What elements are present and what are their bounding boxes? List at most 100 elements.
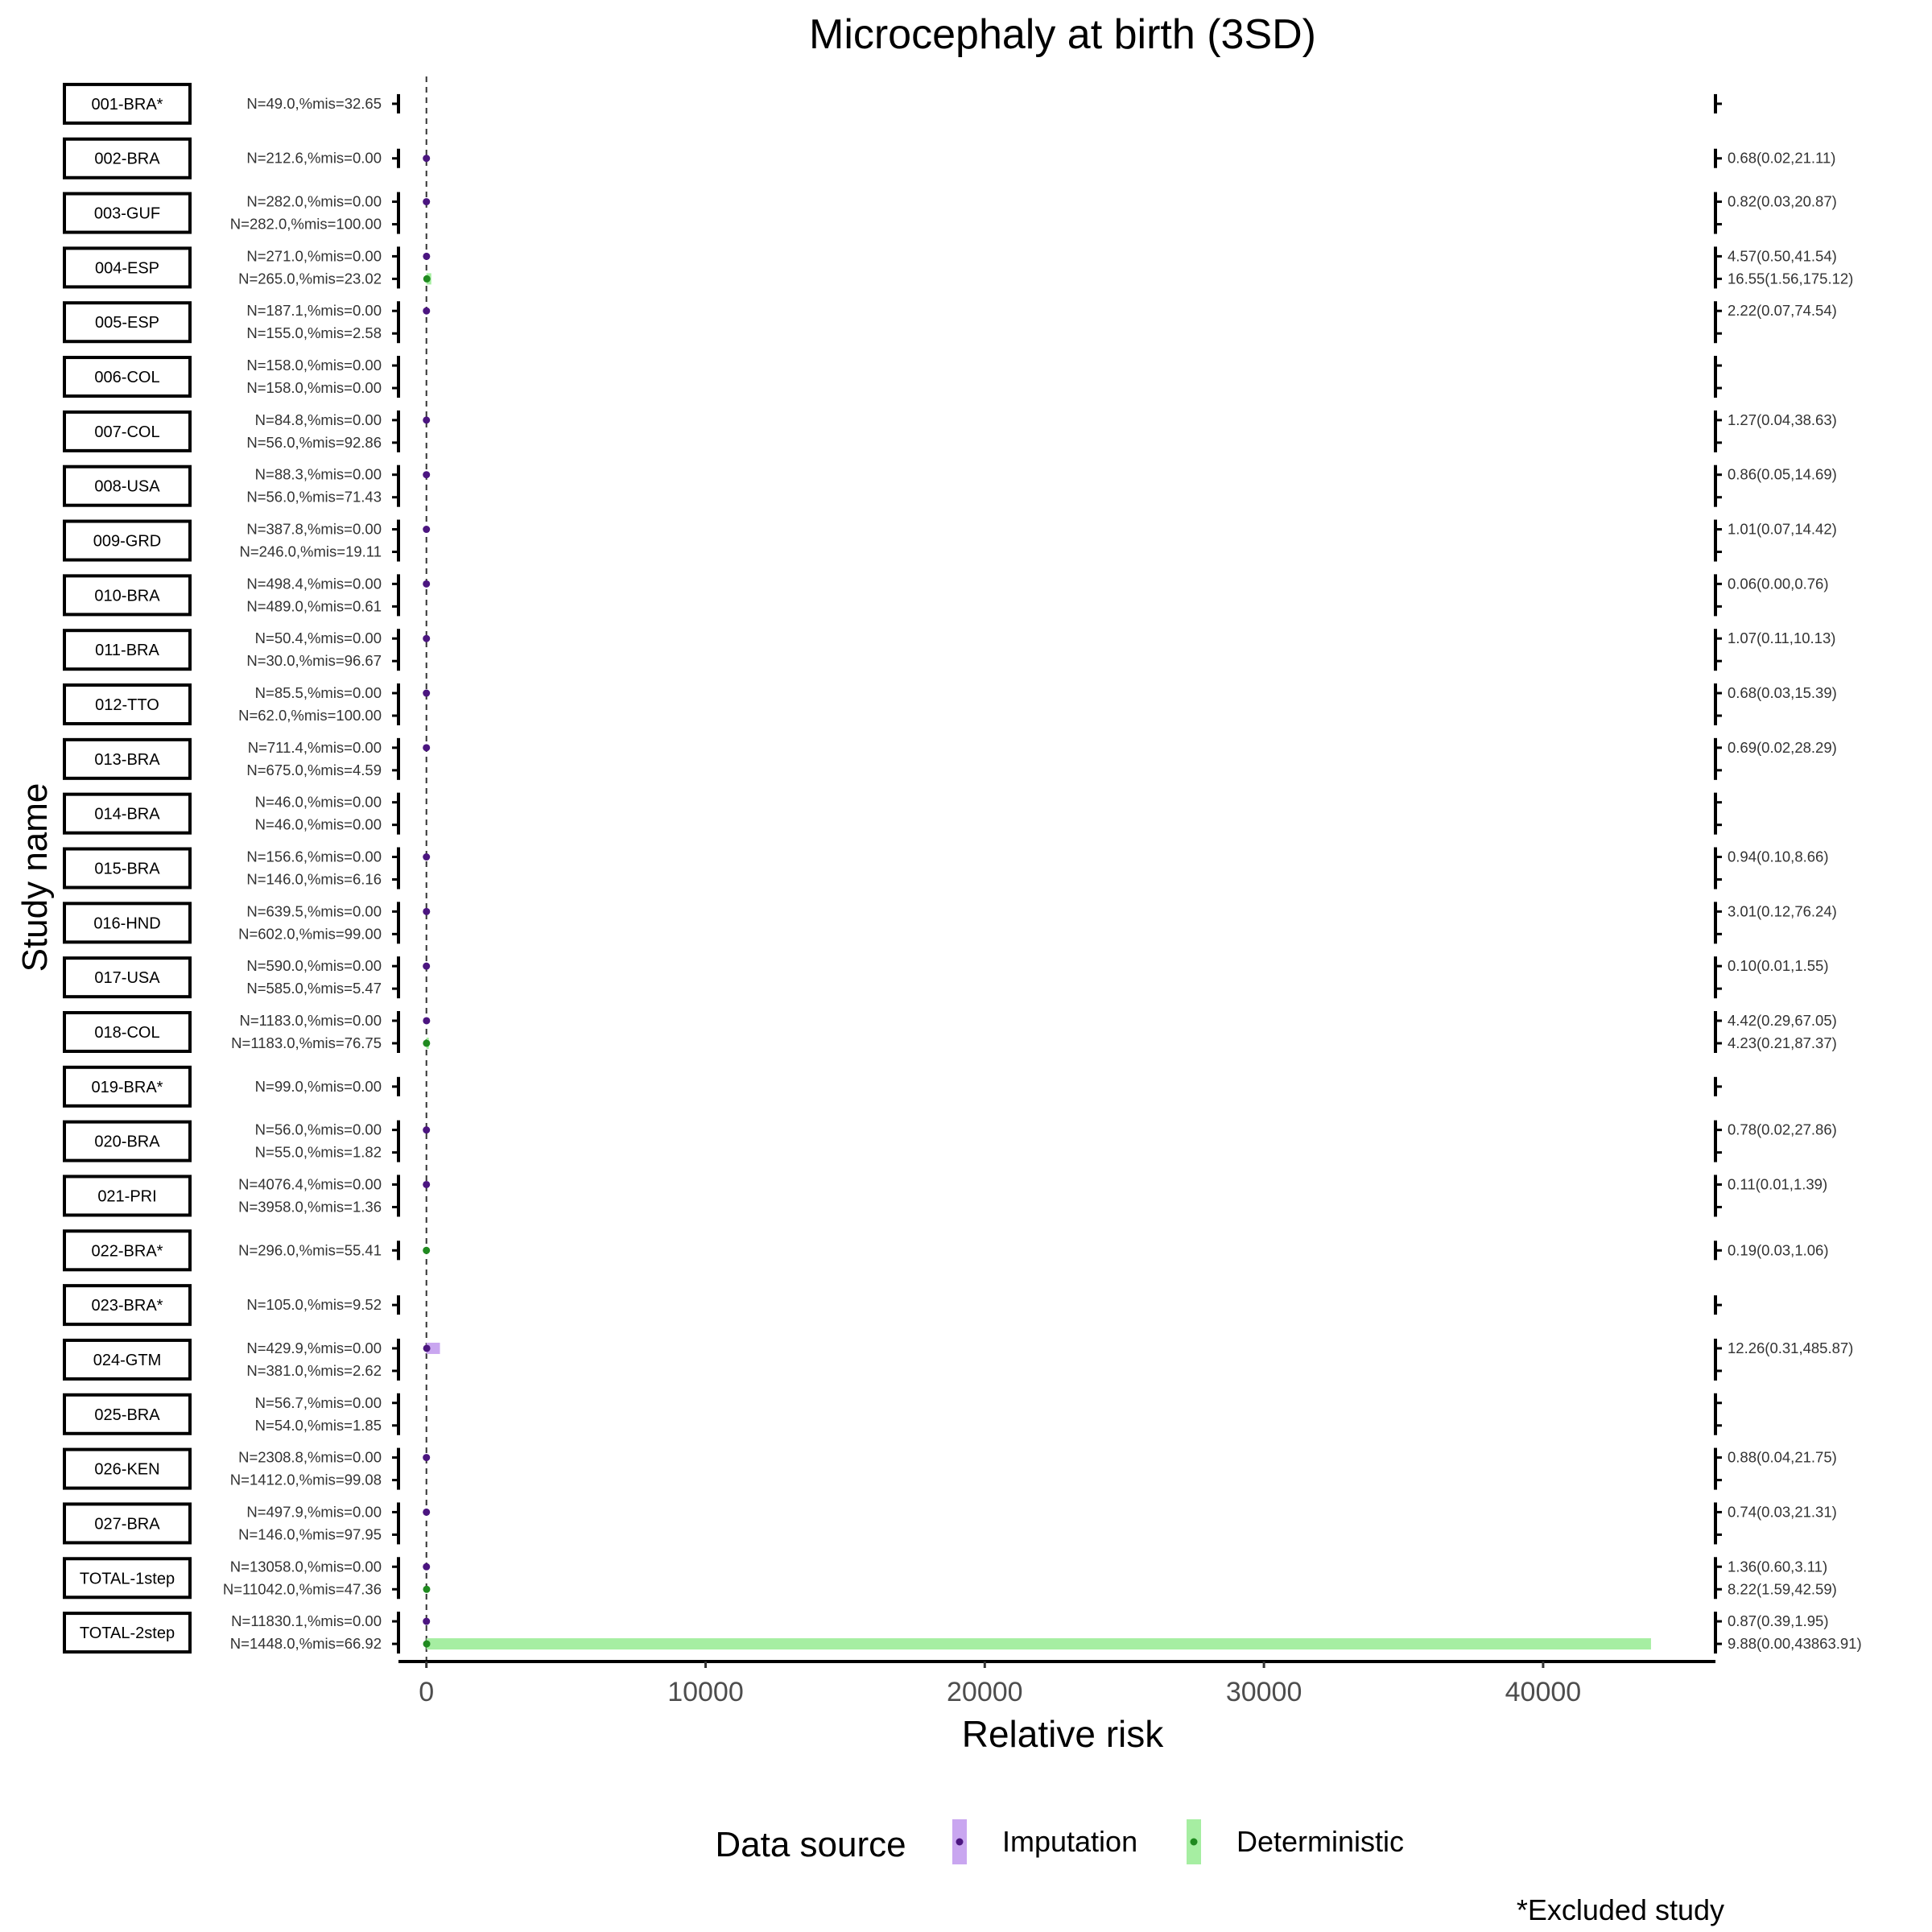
estimate-point (423, 1563, 431, 1571)
estimate-point (423, 1617, 431, 1625)
row-sample-label: N=13058.0,%mis=0.00 (230, 1558, 382, 1575)
study-name-box (63, 246, 192, 289)
estimate-point (423, 155, 431, 163)
study-name-box (63, 1447, 192, 1490)
study-name-label: 027-BRA (94, 1515, 160, 1533)
study-name-label: 015-BRA (94, 861, 160, 878)
row-sample-label: N=282.0,%mis=100.00 (230, 216, 382, 233)
estimate-point (423, 744, 431, 752)
legend-key-point (956, 1838, 964, 1846)
study-name-box (63, 1229, 192, 1272)
estimate-point (423, 275, 431, 283)
study-name-label: 003-GUF (94, 205, 160, 223)
row-sample-label: N=84.8,%mis=0.00 (255, 411, 382, 428)
study-name-box (63, 356, 192, 398)
footnote: *Excluded study (1517, 1893, 1724, 1926)
study-name-label: TOTAL-2step (80, 1624, 175, 1642)
study-name-box (63, 1120, 192, 1162)
study-name-label: 011-BRA (95, 642, 159, 659)
row-sample-label: N=88.3,%mis=0.00 (255, 466, 382, 483)
row-sample-label: N=56.0,%mis=0.00 (255, 1121, 382, 1138)
study-name-box (63, 410, 192, 452)
row-ci-label: 0.82(0.03,20.87) (1728, 193, 1837, 210)
ci-bar (426, 1638, 1651, 1650)
study-name-box (63, 82, 192, 125)
study-name-box (63, 1557, 192, 1600)
row-sample-label: N=387.8,%mis=0.00 (246, 521, 382, 538)
row-sample-label: N=1448.0,%mis=66.92 (230, 1635, 382, 1652)
row-ci-label: 0.78(0.02,27.86) (1728, 1121, 1837, 1138)
study-name-label: 023-BRA* (92, 1297, 163, 1315)
x-tick-label: 30000 (1226, 1677, 1302, 1707)
row-ci-label: 0.68(0.02,21.11) (1728, 150, 1835, 167)
study-name-box (63, 519, 192, 562)
study-name-label: 016-HND (93, 914, 160, 932)
estimate-point (423, 1039, 431, 1047)
row-ci-label: 16.55(1.56,175.12) (1728, 270, 1853, 287)
row-sample-label: N=1412.0,%mis=99.08 (230, 1472, 382, 1488)
row-ci-label: 2.22(0.07,74.54) (1728, 302, 1837, 319)
study-name-label: 024-GTM (93, 1352, 161, 1369)
study-name-box (63, 1174, 192, 1217)
estimate-point (423, 1126, 431, 1134)
row-sample-label: N=146.0,%mis=97.95 (238, 1525, 382, 1542)
estimate-point (423, 416, 431, 424)
estimate-point (423, 1454, 431, 1462)
row-sample-label: N=56.7,%mis=0.00 (255, 1394, 382, 1411)
row-sample-label: N=158.0,%mis=0.00 (246, 357, 382, 374)
row-ci-label: 8.22(1.59,42.59) (1728, 1580, 1837, 1597)
x-tick-label: 10000 (667, 1677, 744, 1707)
row-sample-label: N=158.0,%mis=0.00 (246, 379, 382, 396)
row-sample-label: N=602.0,%mis=99.00 (238, 925, 382, 942)
estimate-point (423, 307, 431, 315)
study-name-box (63, 956, 192, 999)
study-name-label: 004-ESP (95, 259, 159, 277)
x-tick-label: 0 (419, 1677, 434, 1707)
row-ci-label: 0.87(0.39,1.95) (1728, 1612, 1828, 1629)
study-name-box (63, 683, 192, 726)
study-name-box (63, 1065, 192, 1108)
study-name-label: 019-BRA* (92, 1079, 163, 1096)
study-name-box (63, 1010, 192, 1053)
study-name-box (63, 1612, 192, 1654)
row-sample-label: N=1183.0,%mis=76.75 (231, 1034, 382, 1051)
legend-key-point (1190, 1838, 1198, 1846)
row-sample-label: N=711.4,%mis=0.00 (248, 739, 382, 756)
row-sample-label: N=146.0,%mis=6.16 (246, 871, 382, 888)
study-name-box (63, 1393, 192, 1435)
row-sample-label: N=62.0,%mis=100.00 (238, 707, 382, 724)
study-name-label: 018-COL (94, 1024, 159, 1042)
study-name-label: 005-ESP (95, 314, 159, 332)
chart-title: Microcephaly at birth (3SD) (809, 11, 1316, 58)
row-sample-label: N=246.0,%mis=19.11 (239, 543, 382, 560)
row-sample-label: N=85.5,%mis=0.00 (255, 684, 382, 701)
row-sample-label: N=11042.0,%mis=47.36 (223, 1580, 382, 1597)
estimate-point (423, 1344, 431, 1352)
study-name-box (63, 192, 192, 234)
row-sample-label: N=265.0,%mis=23.02 (238, 270, 382, 287)
study-name-label: 017-USA (94, 969, 160, 987)
row-sample-label: N=296.0,%mis=55.41 (238, 1241, 382, 1258)
study-name-label: 013-BRA (94, 751, 160, 769)
row-ci-label: 4.23(0.21,87.37) (1728, 1034, 1837, 1051)
row-sample-label: N=1183.0,%mis=0.00 (239, 1012, 382, 1029)
study-name-label: 006-COL (94, 369, 159, 386)
row-sample-label: N=489.0,%mis=0.61 (246, 597, 382, 614)
study-name-box (63, 902, 192, 944)
estimate-point (423, 252, 431, 260)
x-axis-label: Relative risk (962, 1713, 1165, 1755)
estimate-point (423, 962, 431, 970)
estimate-point (423, 1640, 431, 1648)
study-name-box (63, 1338, 192, 1381)
row-ci-label: 0.19(0.03,1.06) (1728, 1241, 1828, 1258)
study-name-label: 026-KEN (94, 1461, 159, 1479)
row-ci-label: 12.26(0.31,485.87) (1728, 1340, 1853, 1356)
row-sample-label: N=55.0,%mis=1.82 (255, 1144, 382, 1161)
study-name-label: 009-GRD (93, 533, 161, 551)
row-sample-label: N=3958.0,%mis=1.36 (238, 1198, 382, 1215)
estimate-point (423, 1180, 431, 1188)
row-sample-label: N=11830.1,%mis=0.00 (231, 1612, 382, 1629)
row-ci-label: 9.88(0.00,43863.91) (1728, 1635, 1862, 1652)
row-ci-label: 4.57(0.50,41.54) (1728, 247, 1837, 264)
row-ci-label: 0.86(0.05,14.69) (1728, 466, 1837, 483)
